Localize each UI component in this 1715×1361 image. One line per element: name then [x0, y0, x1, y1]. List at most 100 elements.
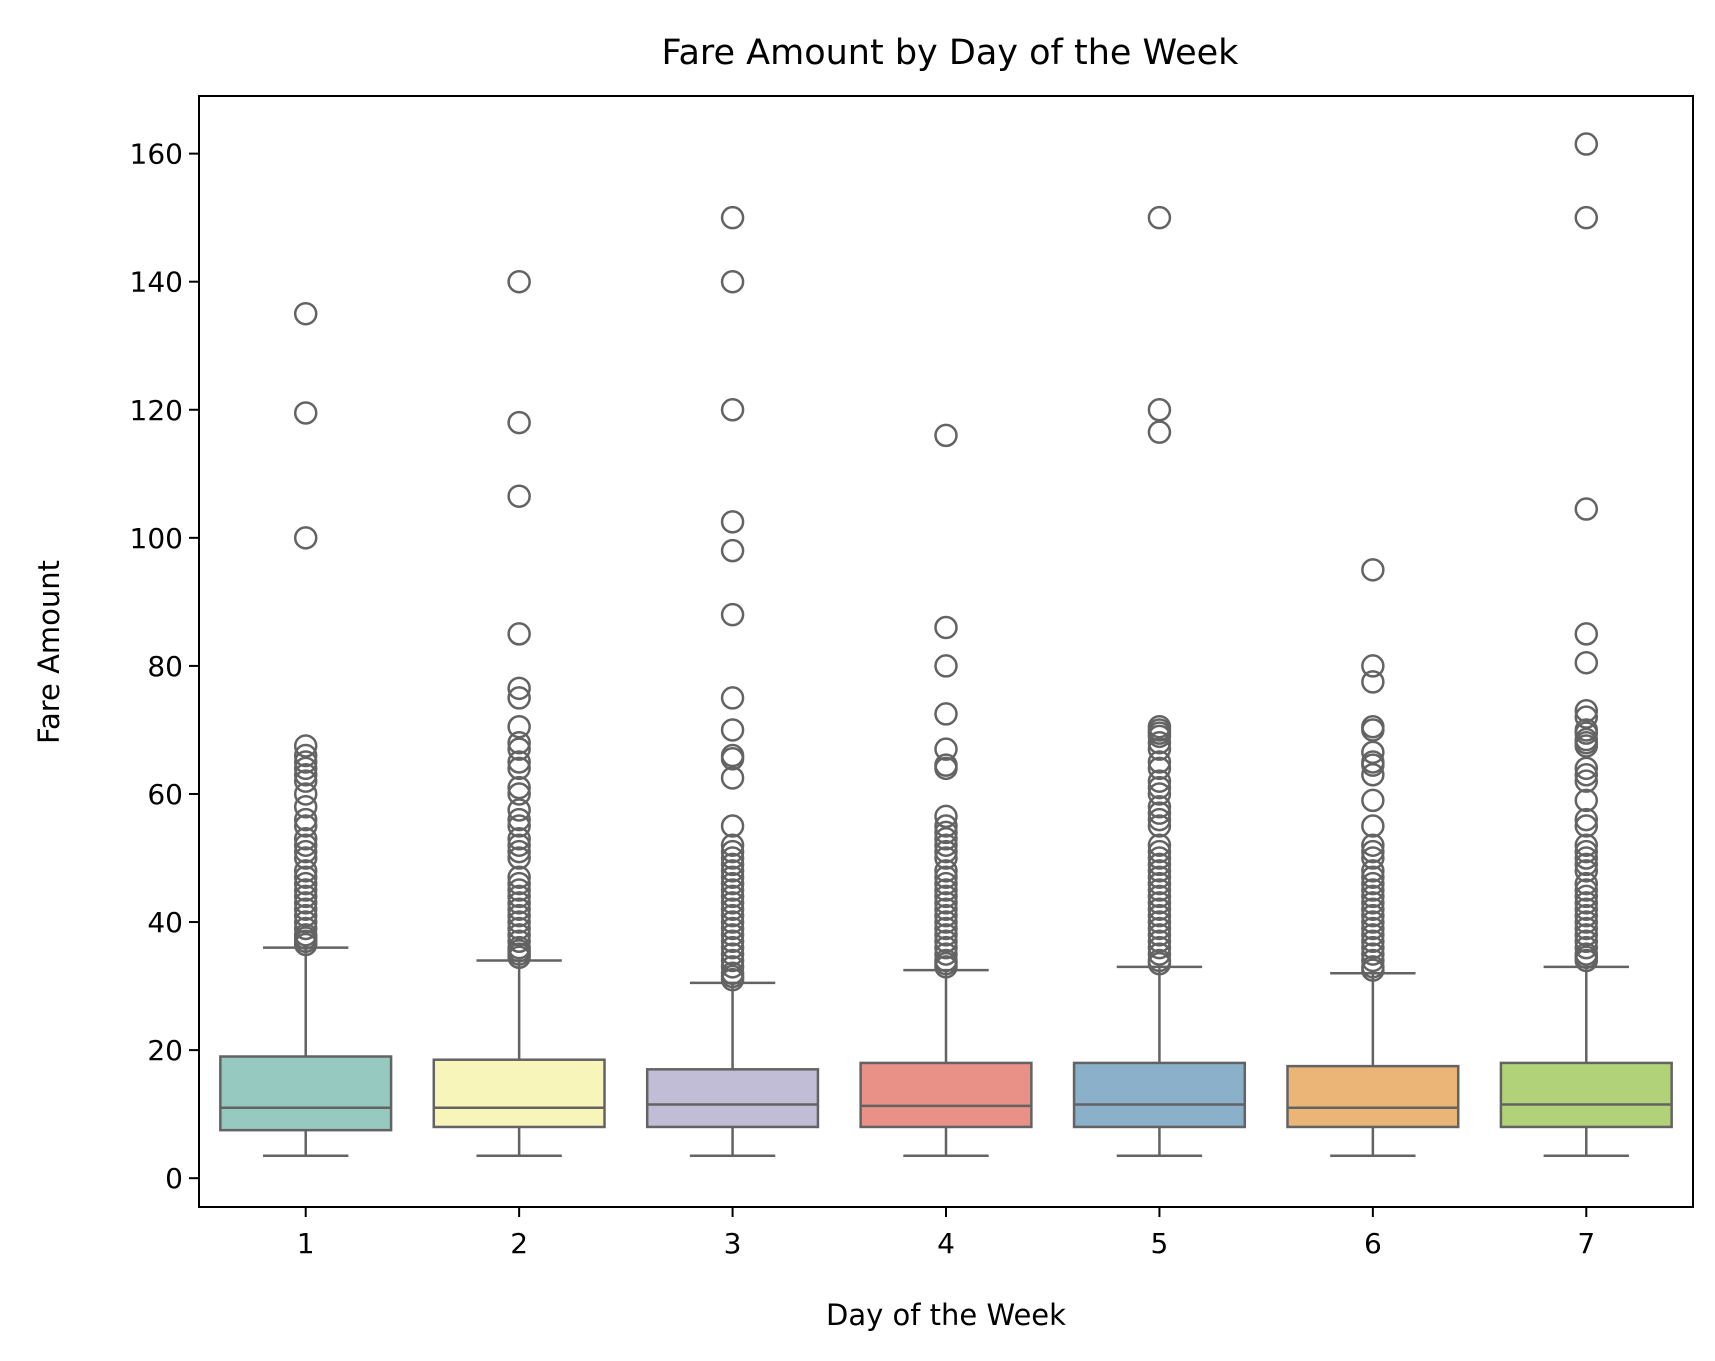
- outlier-point: [1147, 871, 1172, 896]
- outlier-point: [1574, 814, 1599, 838]
- outlier-point: [720, 903, 745, 928]
- outlier-point: [1147, 205, 1172, 230]
- x-tick-label: 1: [297, 1227, 315, 1260]
- outlier-point: [1147, 951, 1172, 976]
- outlier-point: [720, 871, 745, 896]
- outlier-point: [1574, 205, 1599, 230]
- outlier-point: [1361, 871, 1385, 896]
- outlier-point: [934, 923, 958, 947]
- outlier-point: [1147, 903, 1172, 928]
- outlier-point: [507, 945, 531, 970]
- outlier-point: [1574, 622, 1599, 646]
- outlier-point: [1574, 923, 1599, 947]
- outlier-point: [720, 839, 745, 864]
- outlier-point: [1147, 884, 1172, 909]
- outlier-point: [1147, 929, 1172, 954]
- outlier-point: [934, 916, 958, 941]
- outlier-point: [1147, 859, 1172, 883]
- outlier-point: [1361, 846, 1385, 870]
- box-group-day-7: [1499, 132, 1673, 1158]
- outlier-point: [720, 910, 745, 934]
- outlier-point: [1574, 859, 1599, 883]
- outlier-point: [293, 897, 318, 921]
- outlier-point: [1361, 878, 1385, 902]
- x-tick-label: 6: [1364, 1227, 1382, 1260]
- outlier-point: [507, 807, 531, 832]
- outlier-point: [293, 859, 318, 883]
- outlier-point: [720, 686, 745, 710]
- outlier-point: [507, 730, 531, 755]
- outlier-point: [507, 833, 531, 857]
- plot-frame: [198, 95, 1694, 1208]
- outlier-point: [720, 967, 745, 992]
- outlier-point: [934, 910, 958, 934]
- outlier-point: [293, 734, 318, 758]
- box-group-day-5: [1072, 205, 1247, 1158]
- outlier-point: [720, 935, 745, 960]
- x-tick-label: 2: [510, 1227, 528, 1260]
- y-tick-label: 140: [130, 266, 183, 299]
- outlier-point: [507, 622, 531, 646]
- outlier-point: [720, 955, 745, 979]
- outlier-point: [934, 929, 958, 954]
- outlier-point: [720, 538, 745, 563]
- iqr-box: [1499, 1061, 1673, 1129]
- outlier-point: [720, 269, 745, 294]
- outlier-point: [293, 301, 318, 326]
- outlier-point: [507, 865, 531, 889]
- outlier-point: [1574, 871, 1599, 896]
- y-tick-label: 120: [130, 394, 183, 427]
- y-tick-label: 160: [130, 138, 183, 171]
- y-tick-label: 100: [130, 522, 183, 555]
- outlier-point: [1574, 916, 1599, 941]
- outlier-point: [1361, 948, 1385, 973]
- x-axis: 1 2 3 4 5 6 7: [297, 1207, 1595, 1260]
- outlier-point: [293, 839, 318, 864]
- outlier-point: [934, 955, 958, 979]
- outlier-point: [720, 846, 745, 870]
- outlier-point: [507, 814, 531, 838]
- y-tick-label: 20: [147, 1034, 183, 1067]
- outlier-point: [720, 923, 745, 947]
- x-tick-label: 5: [1151, 1227, 1169, 1260]
- outlier-point: [1147, 865, 1172, 889]
- outlier-point: [293, 846, 318, 870]
- iqr-box: [219, 1055, 393, 1132]
- outlier-point: [507, 891, 531, 915]
- outlier-point: [293, 756, 318, 781]
- outlier-point: [720, 891, 745, 915]
- box-group-day-4: [859, 423, 1033, 1158]
- outlier-point: [1147, 737, 1172, 761]
- chart-title: Fare Amount by Day of the Week: [662, 33, 1240, 73]
- iqr-box: [859, 1061, 1033, 1129]
- outlier-point: [293, 891, 318, 915]
- outlier-point: [1147, 730, 1172, 755]
- outlier-point: [507, 686, 531, 710]
- box-group-day-6: [1286, 558, 1460, 1158]
- outlier-point: [507, 910, 531, 934]
- outlier-point: [293, 743, 318, 768]
- outlier-point: [934, 839, 958, 864]
- outlier-point: [934, 756, 958, 781]
- box-group-day-3: [645, 205, 820, 1158]
- outlier-point: [1361, 884, 1385, 909]
- outlier-point: [1574, 769, 1599, 793]
- iqr-box: [1072, 1061, 1247, 1129]
- outlier-point: [293, 833, 318, 857]
- box-group-day-1: [219, 301, 393, 1158]
- outlier-point: [1574, 852, 1599, 877]
- outlier-point: [507, 846, 531, 870]
- outlier-point: [1574, 734, 1599, 758]
- outlier-point: [1361, 670, 1385, 694]
- outlier-point: [720, 766, 745, 790]
- outlier-point: [293, 916, 318, 941]
- outlier-point: [1147, 807, 1172, 832]
- outlier-point: [293, 526, 318, 550]
- outlier-point: [1574, 788, 1599, 813]
- outlier-point: [1361, 865, 1385, 889]
- outlier-point: [720, 747, 745, 771]
- outlier-point: [507, 871, 531, 896]
- outlier-point: [1147, 398, 1172, 422]
- outlier-point: [720, 833, 745, 857]
- outlier-point: [507, 827, 531, 851]
